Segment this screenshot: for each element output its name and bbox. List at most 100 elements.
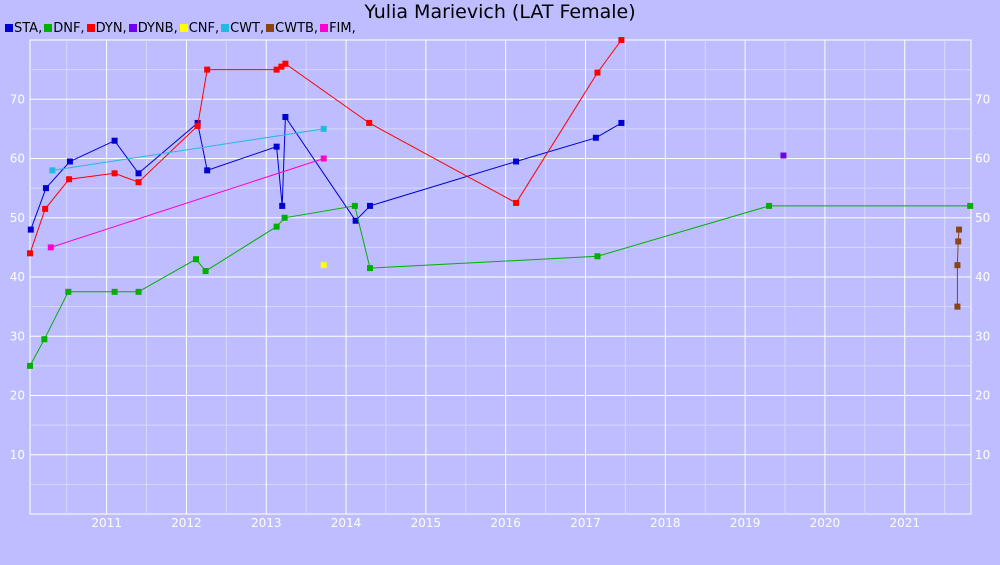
chart-title: Yulia Marievich (LAT Female) (364, 1, 636, 23)
legend-item-cwtb: CWTB, (266, 21, 318, 36)
data-point-sta (111, 137, 118, 144)
series-line-dnf (29, 205, 971, 367)
data-point-dyn (194, 122, 201, 129)
data-point-dnf (27, 362, 33, 369)
y-tick-label-left: 20 (10, 389, 25, 403)
data-point-dnf (967, 202, 974, 209)
data-point-sta (273, 143, 280, 150)
data-point-dyn (618, 37, 625, 43)
x-tick-label: 2016 (490, 516, 521, 530)
data-point-dnf (193, 256, 200, 263)
series-line-fim (50, 158, 324, 248)
data-point-cwt (49, 167, 56, 174)
data-point-sta (42, 185, 49, 192)
legend-label: DYNB, (137, 21, 178, 36)
y-tick-label-left: 50 (10, 211, 25, 225)
data-point-dyn (204, 66, 211, 73)
data-point-dyn (513, 199, 520, 206)
data-point-sta (135, 170, 142, 177)
legend-swatch (5, 24, 13, 32)
data-point-fim (320, 155, 327, 162)
x-tick-label: 2013 (251, 516, 282, 530)
legend-label: CWTB, (275, 21, 319, 36)
data-point-dynb (780, 152, 787, 159)
legend-swatch (179, 24, 188, 32)
x-tick-label: 2020 (810, 516, 841, 530)
y-tick-label-right: 20 (975, 389, 990, 403)
y-tick-label-right: 70 (975, 92, 990, 106)
series-line-cwtb (956, 229, 960, 307)
data-point-dnf (202, 268, 209, 275)
data-point-cwt (320, 125, 327, 132)
data-point-sta (513, 158, 520, 165)
legend-swatch (221, 24, 230, 32)
y-tick-label-left: 10 (10, 448, 25, 462)
data-point-dyn (282, 60, 289, 67)
x-tick-label: 2015 (411, 516, 442, 530)
data-point-dnf (594, 253, 601, 260)
data-point-dnf (351, 202, 358, 209)
legend-label: CWT, (230, 21, 265, 36)
y-tick-label-right: 60 (975, 152, 990, 166)
data-point-sta (618, 119, 625, 126)
data-point-dyn (273, 66, 280, 73)
data-point-cnf (320, 262, 327, 269)
legend-item-fim: FIM, (320, 21, 356, 36)
legend-label: FIM, (329, 21, 356, 36)
legend-label: STA, (14, 21, 43, 36)
data-point-dnf (281, 214, 288, 221)
data-point-dnf (766, 202, 773, 209)
data-point-dyn (111, 170, 118, 177)
data-point-dnf (41, 336, 48, 343)
x-tick-label: 2011 (91, 516, 122, 530)
y-tick-label-left: 40 (10, 270, 25, 284)
legend-swatch (44, 24, 53, 32)
chart-legend: STA, DNF, DYN, DYNB, CNF, CWT, CWTB, FIM, (5, 21, 358, 36)
legend-label: DNF, (53, 21, 85, 36)
data-point-cwtb (955, 238, 962, 245)
legend-swatch (86, 24, 95, 32)
data-point-dnf (65, 288, 72, 295)
legend-item-cnf: CNF, (179, 21, 220, 36)
x-tick-label: 2014 (331, 516, 362, 530)
data-point-dyn (27, 250, 33, 257)
data-point-sta (367, 202, 374, 209)
x-tick-label: 2019 (730, 516, 761, 530)
data-point-sta (279, 202, 286, 209)
legend-label: CNF, (188, 21, 220, 36)
x-tick-label: 2017 (570, 516, 601, 530)
data-point-cwtb (956, 226, 963, 233)
y-tick-label-right: 50 (975, 211, 990, 225)
legend-swatch (266, 24, 275, 32)
legend-item-sta: STA, (5, 21, 42, 36)
series-line-dyn (29, 39, 622, 254)
legend-swatch (320, 24, 329, 32)
y-tick-label-left: 60 (10, 152, 25, 166)
y-tick-label-right: 10 (975, 448, 990, 462)
data-point-dyn (278, 63, 285, 70)
data-point-sta (592, 134, 599, 141)
legend-item-cwt: CWT, (221, 21, 264, 36)
data-point-fim (47, 244, 54, 251)
legend-item-dynb: DYNB, (128, 21, 178, 36)
data-point-dyn (366, 119, 373, 126)
y-tick-label-right: 40 (975, 270, 990, 284)
legend-item-dnf: DNF, (44, 21, 85, 36)
y-tick-label-left: 30 (10, 329, 25, 343)
x-tick-label: 2021 (889, 516, 920, 530)
data-point-sta (282, 114, 289, 121)
data-point-sta (66, 158, 73, 165)
x-tick-label: 2012 (171, 516, 202, 530)
data-point-sta (27, 226, 34, 233)
data-point-cwtb (954, 262, 961, 269)
data-point-sta (204, 167, 211, 174)
series-line-cwt (52, 128, 324, 171)
data-point-dyn (66, 176, 73, 183)
y-tick-label-left: 70 (10, 92, 25, 106)
data-point-dyn (42, 205, 49, 212)
data-point-dnf (111, 288, 118, 295)
data-point-cwtb (954, 303, 961, 310)
data-point-dyn (594, 69, 601, 76)
data-point-dyn (135, 179, 142, 186)
